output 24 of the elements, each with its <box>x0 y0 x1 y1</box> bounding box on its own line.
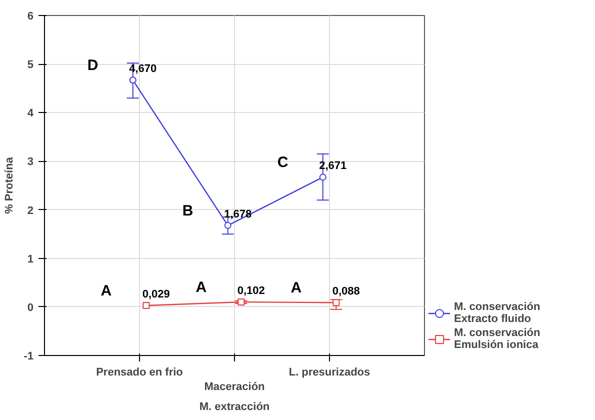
annotation: A <box>196 278 207 296</box>
y-tick-label: 4 <box>27 108 34 120</box>
data-label: 0,029 <box>142 288 170 301</box>
y-tick-label: 6 <box>27 10 34 22</box>
x-axis-title: M. extracción <box>199 400 270 413</box>
data-label: 0,102 <box>237 284 265 297</box>
annotation: A <box>100 282 112 300</box>
y-tick-label: 5 <box>27 59 34 72</box>
legend-label: M. conservación Extracto fluido <box>454 301 540 325</box>
y-tick-label: 2 <box>27 204 34 217</box>
x-tick-label: Maceración <box>204 380 266 393</box>
annotation: A <box>290 280 302 297</box>
annotation: C <box>277 154 288 172</box>
y-tick-label: 1 <box>27 253 34 266</box>
x-tick-label: L. presurizados <box>288 366 370 378</box>
x-tick-label: Prensado en frio <box>96 366 184 378</box>
legend-label: M. conservación Emulsión ionica <box>454 327 540 351</box>
annotation: B <box>182 202 194 220</box>
annotation: D <box>87 57 98 74</box>
y-tick-label: 3 <box>27 156 34 168</box>
y-tick-label: -1 <box>24 350 34 362</box>
data-label: 0,088 <box>332 286 360 298</box>
y-tick-label: 0 <box>27 302 34 314</box>
y-axis-title: % Proteína <box>4 156 16 214</box>
